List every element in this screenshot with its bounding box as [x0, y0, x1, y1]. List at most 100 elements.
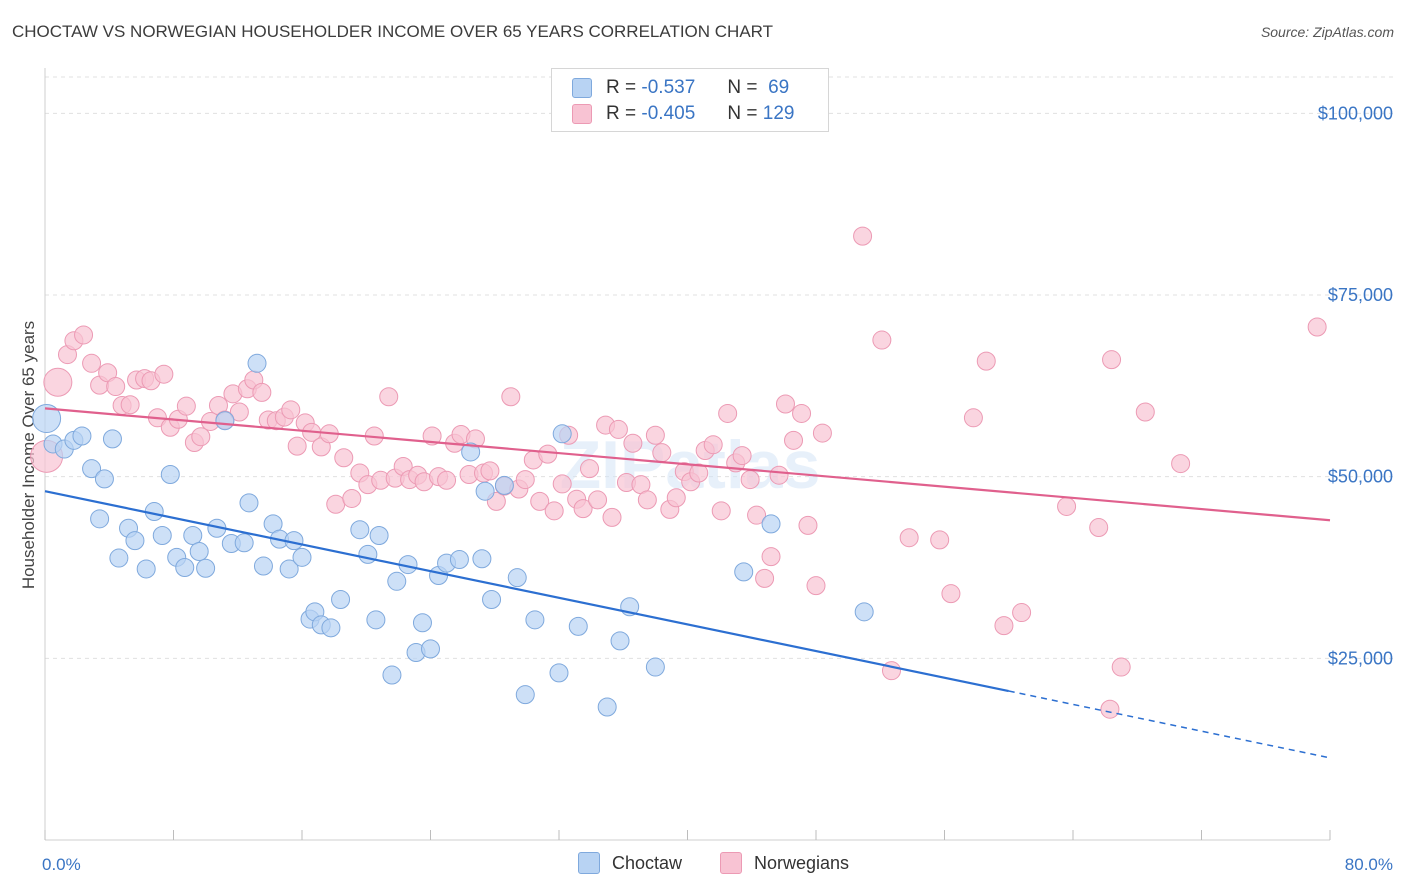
norwegian-point [106, 377, 126, 397]
norwegian-point [812, 423, 832, 443]
norwegian-point [1012, 603, 1032, 623]
norwegian-point [976, 351, 996, 371]
choctaw-point [136, 559, 156, 579]
choctaw-point [366, 610, 386, 630]
norwegian-point [573, 499, 593, 519]
norwegian-point [645, 425, 665, 445]
choctaw-swatch [578, 852, 600, 874]
legend-n-label: N = [727, 77, 758, 98]
norwegian-point [74, 325, 94, 345]
norwegian-point [252, 382, 272, 402]
norwegian-point [82, 353, 102, 373]
norwegian-point [229, 402, 249, 422]
choctaw-point [82, 459, 102, 479]
norwegian-point [1102, 350, 1122, 370]
norwegian-point [806, 576, 826, 596]
choctaw-point [549, 663, 569, 683]
choctaw-point [32, 404, 62, 434]
norwegian-point [747, 505, 767, 525]
choctaw-point [507, 568, 527, 588]
choctaw-point [215, 411, 235, 431]
norwegian-point [1089, 518, 1109, 538]
choctaw-point [449, 550, 469, 570]
y-tick-label: $75,000 [1328, 285, 1393, 305]
choctaw-point [350, 520, 370, 540]
norwegian-point [718, 403, 738, 423]
legend-r-value-norwegians: -0.405 [641, 103, 696, 124]
norwegian-point [437, 470, 457, 490]
norwegian-point [544, 501, 564, 521]
choctaw-point [382, 665, 402, 685]
norwegian-point [941, 584, 961, 604]
norwegian-point [853, 226, 873, 246]
choctaw-point [160, 464, 180, 484]
choctaw-point [175, 558, 195, 577]
norwegian-point [120, 395, 140, 415]
norwegian-point [930, 530, 950, 550]
norwegian-point [342, 488, 362, 508]
norwegian-point [711, 501, 731, 521]
norwegian-point [994, 616, 1014, 636]
norwegian-point [588, 490, 608, 510]
choctaw-point [292, 547, 312, 567]
y-tick-label: $50,000 [1328, 467, 1393, 487]
y-tick-labels: $25,000 $50,000 $75,000 $100,000 [1318, 103, 1393, 668]
norwegian-point [43, 367, 73, 397]
choctaw-point [247, 353, 267, 373]
choctaw-swatch [572, 78, 592, 98]
choctaw-point [125, 531, 145, 551]
choctaw-point [109, 548, 129, 568]
choctaw-point [734, 562, 754, 582]
choctaw-point [369, 526, 389, 546]
norwegian-point [899, 528, 919, 548]
choctaw-point [472, 549, 492, 569]
norwegian-point [740, 470, 760, 490]
norwegian-point [580, 459, 600, 479]
norwegian-point [666, 488, 686, 508]
choctaw-point [234, 533, 254, 553]
choctaw-point [412, 613, 432, 633]
trend-lines [44, 407, 1331, 759]
legend-row-norwegians: R = -0.405 N = 129 [572, 103, 794, 125]
norwegian-point [755, 568, 775, 588]
norwegian-point [608, 419, 628, 439]
legend-n-value-norwegians: 129 [762, 103, 795, 124]
x-tick-labels: 0.0% 80.0% [42, 855, 1393, 874]
legend-r-label: R = [606, 103, 637, 124]
choctaw-point [597, 697, 617, 717]
choctaw-point [358, 544, 378, 564]
norwegian-point [287, 436, 307, 456]
choctaw-point [253, 556, 273, 576]
norwegian-point [775, 394, 795, 414]
norwegian-point [334, 448, 354, 468]
choctaw-point [239, 493, 259, 513]
legend-r-label: R = [606, 77, 637, 98]
choctaw-point [482, 589, 502, 609]
choctaw-point [196, 558, 216, 578]
norwegian-point [792, 403, 812, 423]
source-label: Source: ZipAtlas.com [1260, 24, 1394, 40]
choctaw-point [610, 631, 630, 651]
norwegian-point [1111, 657, 1131, 677]
legend-n-value-choctaw: 69 [768, 77, 790, 98]
norwegian-point [538, 444, 558, 464]
bottom-legend-norwegians: Norwegians [720, 852, 849, 874]
norwegian-point [798, 515, 818, 535]
choctaw-point [525, 610, 545, 630]
choctaw-point [72, 426, 92, 446]
trend-line-choctaw-extension [1008, 690, 1331, 759]
norwegian-point [515, 470, 535, 490]
norwegian-point [379, 387, 399, 407]
choctaw-point [321, 618, 341, 638]
choctaw-point [189, 542, 209, 562]
norwegian-point [623, 433, 643, 453]
choctaw-point [568, 616, 588, 636]
norwegian-point [1057, 496, 1077, 516]
norwegians-swatch [572, 104, 592, 124]
choctaw-point [552, 424, 572, 444]
norwegian-point [652, 443, 672, 463]
choctaw-point [279, 559, 299, 579]
choctaw-point [152, 526, 172, 546]
legend-row-choctaw: R = -0.537 N = 69 [572, 77, 789, 99]
